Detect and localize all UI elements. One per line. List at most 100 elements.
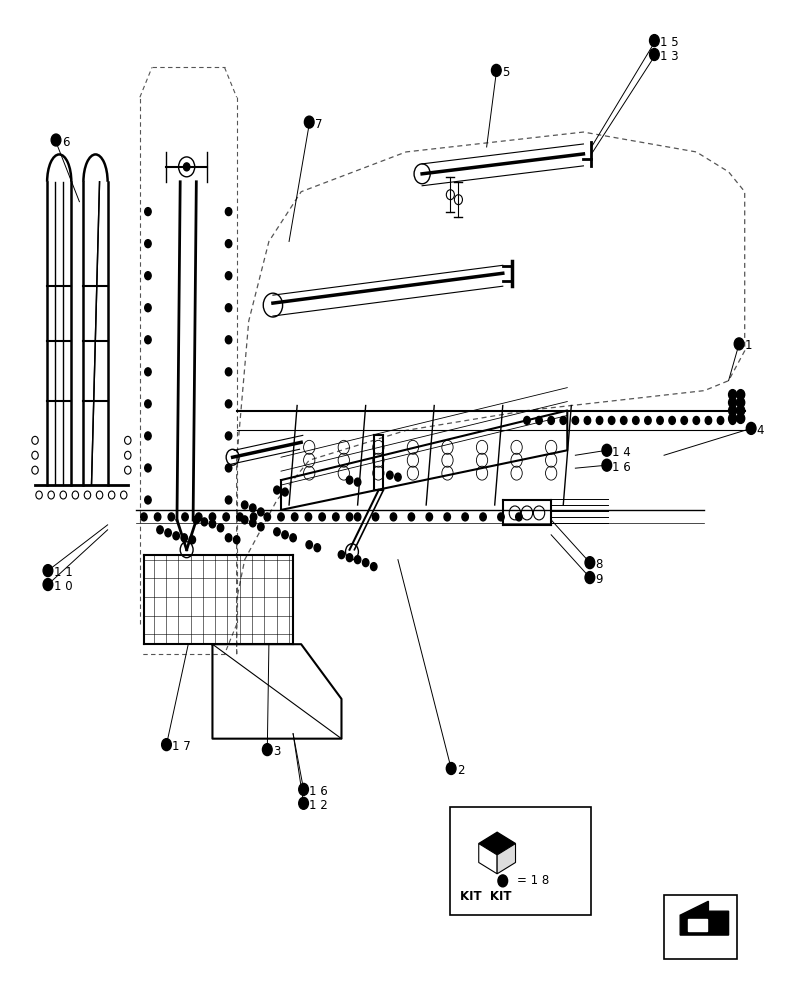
Text: 4: 4 xyxy=(756,424,763,437)
Circle shape xyxy=(140,513,147,521)
Circle shape xyxy=(257,523,264,531)
Text: 1 2: 1 2 xyxy=(309,799,328,812)
Circle shape xyxy=(173,532,179,540)
Circle shape xyxy=(264,513,270,521)
Text: 2: 2 xyxy=(457,764,464,777)
Circle shape xyxy=(644,416,650,424)
Circle shape xyxy=(281,531,288,539)
Circle shape xyxy=(535,416,542,424)
Circle shape xyxy=(273,486,280,494)
Circle shape xyxy=(241,516,247,524)
Text: 1 5: 1 5 xyxy=(659,36,678,49)
Circle shape xyxy=(736,406,744,415)
Circle shape xyxy=(745,422,755,434)
Circle shape xyxy=(680,416,687,424)
Circle shape xyxy=(620,416,626,424)
Circle shape xyxy=(304,116,314,128)
Circle shape xyxy=(354,513,360,521)
Circle shape xyxy=(547,416,554,424)
Circle shape xyxy=(306,541,312,549)
Circle shape xyxy=(43,579,53,590)
Circle shape xyxy=(426,513,432,521)
Circle shape xyxy=(217,524,224,532)
Text: 1: 1 xyxy=(744,339,751,352)
Circle shape xyxy=(649,49,659,60)
Text: 5: 5 xyxy=(501,66,508,79)
Circle shape xyxy=(250,513,256,521)
Circle shape xyxy=(704,416,710,424)
Circle shape xyxy=(333,513,339,521)
Circle shape xyxy=(144,208,151,216)
Circle shape xyxy=(291,513,298,521)
Circle shape xyxy=(601,444,611,456)
Circle shape xyxy=(319,513,325,521)
Circle shape xyxy=(249,504,255,512)
Circle shape xyxy=(408,513,414,521)
Circle shape xyxy=(346,476,352,484)
Circle shape xyxy=(144,432,151,440)
Circle shape xyxy=(281,488,288,496)
Circle shape xyxy=(144,272,151,280)
Circle shape xyxy=(273,528,280,536)
Circle shape xyxy=(223,513,229,521)
Circle shape xyxy=(736,398,744,408)
Text: 1 1: 1 1 xyxy=(54,566,72,579)
Circle shape xyxy=(144,304,151,312)
Circle shape xyxy=(354,556,360,564)
Text: 9: 9 xyxy=(594,573,603,586)
Circle shape xyxy=(209,520,216,528)
Text: 1 6: 1 6 xyxy=(611,461,630,474)
Circle shape xyxy=(144,496,151,504)
Circle shape xyxy=(298,783,308,795)
Circle shape xyxy=(241,501,247,509)
Circle shape xyxy=(727,406,736,415)
Text: = 1 8: = 1 8 xyxy=(517,874,549,887)
Circle shape xyxy=(209,513,216,521)
Circle shape xyxy=(444,513,450,521)
Circle shape xyxy=(362,559,368,567)
Polygon shape xyxy=(680,901,727,935)
Text: 1 7: 1 7 xyxy=(172,740,191,753)
Circle shape xyxy=(523,416,530,424)
Text: 1 6: 1 6 xyxy=(309,785,328,798)
Circle shape xyxy=(346,554,352,562)
Polygon shape xyxy=(478,844,496,874)
Circle shape xyxy=(193,516,200,524)
Circle shape xyxy=(727,398,736,408)
Circle shape xyxy=(201,518,208,526)
Circle shape xyxy=(394,473,401,481)
Circle shape xyxy=(236,513,242,521)
Circle shape xyxy=(693,416,699,424)
Circle shape xyxy=(225,534,231,542)
Circle shape xyxy=(716,416,723,424)
Circle shape xyxy=(195,513,202,521)
Bar xyxy=(663,895,736,959)
Circle shape xyxy=(632,416,638,424)
Circle shape xyxy=(305,513,311,521)
Text: KIT  KIT: KIT KIT xyxy=(460,890,511,903)
Circle shape xyxy=(157,526,163,534)
Circle shape xyxy=(515,513,521,521)
Circle shape xyxy=(182,513,188,521)
Circle shape xyxy=(168,513,174,521)
Circle shape xyxy=(491,64,500,76)
Circle shape xyxy=(584,572,594,584)
Text: 1 0: 1 0 xyxy=(54,580,72,593)
Text: 3: 3 xyxy=(272,745,280,758)
Text: 1 4: 1 4 xyxy=(611,446,630,459)
Circle shape xyxy=(249,519,255,527)
Polygon shape xyxy=(496,844,515,874)
Polygon shape xyxy=(688,919,706,931)
Circle shape xyxy=(233,536,239,544)
Circle shape xyxy=(370,563,376,571)
Circle shape xyxy=(257,508,264,516)
Circle shape xyxy=(225,272,231,280)
Circle shape xyxy=(479,513,486,521)
Circle shape xyxy=(733,338,743,350)
Circle shape xyxy=(144,368,151,376)
Circle shape xyxy=(225,368,231,376)
Circle shape xyxy=(446,763,456,774)
Circle shape xyxy=(560,416,566,424)
Circle shape xyxy=(346,513,352,521)
Circle shape xyxy=(189,536,195,544)
